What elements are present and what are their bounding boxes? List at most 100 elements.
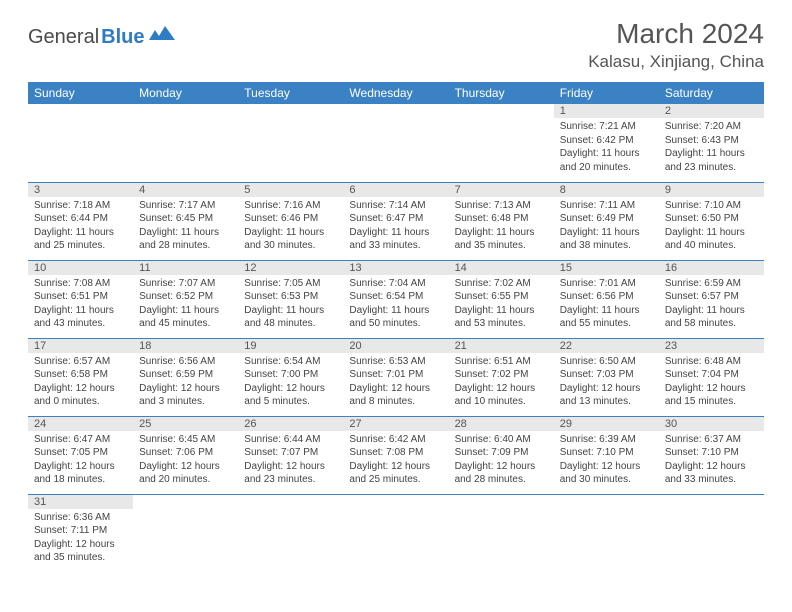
day-number: 21 (449, 339, 554, 353)
calendar-day-cell: 7Sunrise: 7:13 AMSunset: 6:48 PMDaylight… (449, 182, 554, 260)
sunset-line: Sunset: 6:51 PM (34, 290, 127, 304)
day-number: 18 (133, 339, 238, 353)
calendar-day-cell: 3Sunrise: 7:18 AMSunset: 6:44 PMDaylight… (28, 182, 133, 260)
daylight-line: Daylight: 11 hours and 43 minutes. (34, 304, 127, 331)
day-number: 16 (659, 261, 764, 275)
daylight-line: Daylight: 12 hours and 5 minutes. (244, 382, 337, 409)
sunrise-line: Sunrise: 7:05 AM (244, 277, 337, 291)
sunrise-line: Sunrise: 6:44 AM (244, 433, 337, 447)
day-number: 20 (343, 339, 448, 353)
daylight-line: Daylight: 11 hours and 23 minutes. (665, 147, 758, 174)
calendar-week-row: 3Sunrise: 7:18 AMSunset: 6:44 PMDaylight… (28, 182, 764, 260)
day-details: Sunrise: 7:17 AMSunset: 6:45 PMDaylight:… (133, 197, 238, 255)
calendar-day-cell: 15Sunrise: 7:01 AMSunset: 6:56 PMDayligh… (554, 260, 659, 338)
day-number: 5 (238, 183, 343, 197)
sunrise-line: Sunrise: 7:21 AM (560, 120, 653, 134)
day-details: Sunrise: 6:47 AMSunset: 7:05 PMDaylight:… (28, 431, 133, 489)
day-number: 27 (343, 417, 448, 431)
day-details: Sunrise: 6:36 AMSunset: 7:11 PMDaylight:… (28, 509, 133, 567)
sunrise-line: Sunrise: 7:14 AM (349, 199, 442, 213)
day-details: Sunrise: 7:18 AMSunset: 6:44 PMDaylight:… (28, 197, 133, 255)
calendar-day-cell: 6Sunrise: 7:14 AMSunset: 6:47 PMDaylight… (343, 182, 448, 260)
day-number: 3 (28, 183, 133, 197)
calendar-day-cell: 29Sunrise: 6:39 AMSunset: 7:10 PMDayligh… (554, 416, 659, 494)
daylight-line: Daylight: 12 hours and 28 minutes. (455, 460, 548, 487)
day-details: Sunrise: 6:51 AMSunset: 7:02 PMDaylight:… (449, 353, 554, 411)
day-details: Sunrise: 7:04 AMSunset: 6:54 PMDaylight:… (343, 275, 448, 333)
calendar-day-cell: 21Sunrise: 6:51 AMSunset: 7:02 PMDayligh… (449, 338, 554, 416)
calendar-day-cell: 11Sunrise: 7:07 AMSunset: 6:52 PMDayligh… (133, 260, 238, 338)
sunrise-line: Sunrise: 6:53 AM (349, 355, 442, 369)
sunset-line: Sunset: 6:54 PM (349, 290, 442, 304)
day-number: 26 (238, 417, 343, 431)
sunset-line: Sunset: 6:47 PM (349, 212, 442, 226)
day-details: Sunrise: 6:45 AMSunset: 7:06 PMDaylight:… (133, 431, 238, 489)
day-details: Sunrise: 6:59 AMSunset: 6:57 PMDaylight:… (659, 275, 764, 333)
daylight-line: Daylight: 11 hours and 20 minutes. (560, 147, 653, 174)
day-number: 4 (133, 183, 238, 197)
sunrise-line: Sunrise: 7:02 AM (455, 277, 548, 291)
calendar-week-row: 31Sunrise: 6:36 AMSunset: 7:11 PMDayligh… (28, 494, 764, 572)
sunset-line: Sunset: 7:07 PM (244, 446, 337, 460)
sunrise-line: Sunrise: 7:17 AM (139, 199, 232, 213)
sunset-line: Sunset: 6:45 PM (139, 212, 232, 226)
sunrise-line: Sunrise: 7:16 AM (244, 199, 337, 213)
daylight-line: Daylight: 11 hours and 38 minutes. (560, 226, 653, 253)
calendar-day-cell: 12Sunrise: 7:05 AMSunset: 6:53 PMDayligh… (238, 260, 343, 338)
sunrise-line: Sunrise: 6:39 AM (560, 433, 653, 447)
daylight-line: Daylight: 11 hours and 58 minutes. (665, 304, 758, 331)
calendar-empty-cell (449, 104, 554, 182)
calendar-day-cell: 8Sunrise: 7:11 AMSunset: 6:49 PMDaylight… (554, 182, 659, 260)
daylight-line: Daylight: 11 hours and 28 minutes. (139, 226, 232, 253)
day-number: 24 (28, 417, 133, 431)
logo-text-blue: Blue (101, 26, 144, 49)
sunset-line: Sunset: 7:01 PM (349, 368, 442, 382)
day-details: Sunrise: 6:53 AMSunset: 7:01 PMDaylight:… (343, 353, 448, 411)
daylight-line: Daylight: 12 hours and 25 minutes. (349, 460, 442, 487)
day-number: 19 (238, 339, 343, 353)
sunrise-line: Sunrise: 6:42 AM (349, 433, 442, 447)
day-number: 17 (28, 339, 133, 353)
sunrise-line: Sunrise: 6:54 AM (244, 355, 337, 369)
daylight-line: Daylight: 12 hours and 18 minutes. (34, 460, 127, 487)
day-number: 23 (659, 339, 764, 353)
sunrise-line: Sunrise: 6:37 AM (665, 433, 758, 447)
calendar-empty-cell (133, 494, 238, 572)
sunrise-line: Sunrise: 6:57 AM (34, 355, 127, 369)
location: Kalasu, Xinjiang, China (588, 52, 764, 72)
daylight-line: Daylight: 12 hours and 13 minutes. (560, 382, 653, 409)
day-number: 7 (449, 183, 554, 197)
logo: GeneralBlue (28, 18, 175, 49)
day-details: Sunrise: 7:07 AMSunset: 6:52 PMDaylight:… (133, 275, 238, 333)
day-number: 8 (554, 183, 659, 197)
daylight-line: Daylight: 11 hours and 45 minutes. (139, 304, 232, 331)
calendar-day-cell: 17Sunrise: 6:57 AMSunset: 6:58 PMDayligh… (28, 338, 133, 416)
day-number: 9 (659, 183, 764, 197)
calendar-day-cell: 19Sunrise: 6:54 AMSunset: 7:00 PMDayligh… (238, 338, 343, 416)
sunset-line: Sunset: 6:50 PM (665, 212, 758, 226)
calendar-day-cell: 18Sunrise: 6:56 AMSunset: 6:59 PMDayligh… (133, 338, 238, 416)
daylight-line: Daylight: 12 hours and 8 minutes. (349, 382, 442, 409)
day-details: Sunrise: 6:54 AMSunset: 7:00 PMDaylight:… (238, 353, 343, 411)
sunset-line: Sunset: 7:10 PM (560, 446, 653, 460)
sunset-line: Sunset: 6:59 PM (139, 368, 232, 382)
calendar-empty-cell (343, 494, 448, 572)
sunset-line: Sunset: 7:05 PM (34, 446, 127, 460)
daylight-line: Daylight: 12 hours and 30 minutes. (560, 460, 653, 487)
sunset-line: Sunset: 6:44 PM (34, 212, 127, 226)
daylight-line: Daylight: 11 hours and 35 minutes. (455, 226, 548, 253)
day-details: Sunrise: 7:20 AMSunset: 6:43 PMDaylight:… (659, 118, 764, 176)
sunset-line: Sunset: 7:09 PM (455, 446, 548, 460)
calendar-empty-cell (554, 494, 659, 572)
sunset-line: Sunset: 7:03 PM (560, 368, 653, 382)
calendar-empty-cell (449, 494, 554, 572)
day-details: Sunrise: 6:40 AMSunset: 7:09 PMDaylight:… (449, 431, 554, 489)
day-details: Sunrise: 7:11 AMSunset: 6:49 PMDaylight:… (554, 197, 659, 255)
sunrise-line: Sunrise: 7:13 AM (455, 199, 548, 213)
sunset-line: Sunset: 7:11 PM (34, 524, 127, 538)
calendar-empty-cell (343, 104, 448, 182)
logo-text-general: General (28, 26, 99, 49)
calendar-table: SundayMondayTuesdayWednesdayThursdayFrid… (28, 82, 764, 572)
day-header: Friday (554, 82, 659, 104)
day-details: Sunrise: 7:16 AMSunset: 6:46 PMDaylight:… (238, 197, 343, 255)
